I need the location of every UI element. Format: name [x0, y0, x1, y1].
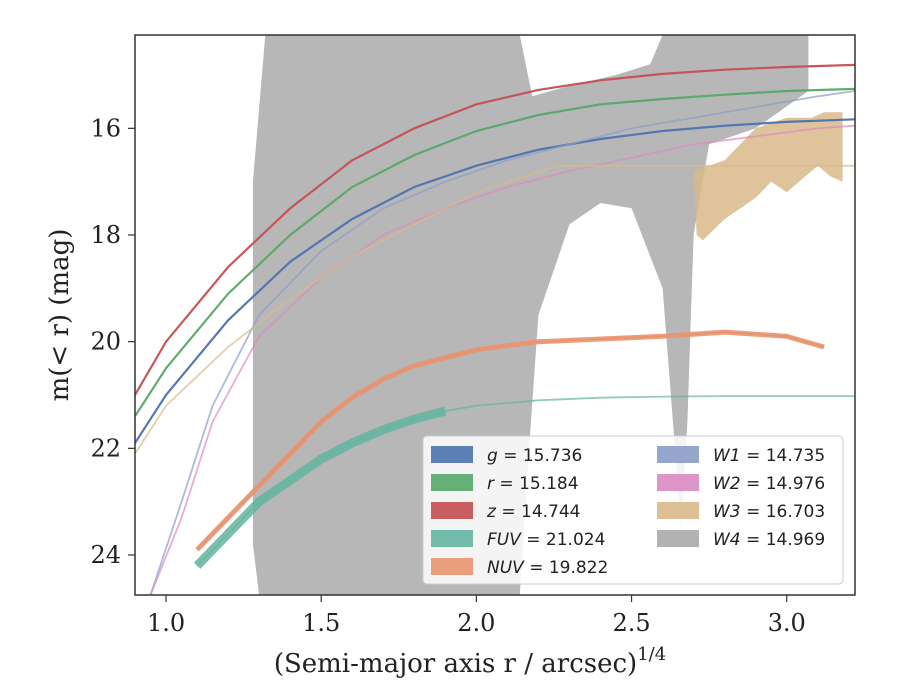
y-tick-label: 22 [90, 434, 121, 462]
series-line-w2 [149, 124, 855, 595]
x-tick-label: 3.0 [768, 609, 806, 637]
w3-band [693, 112, 843, 241]
w4-band [252, 35, 809, 595]
legend-swatch-g [431, 446, 473, 463]
legend-swatch-fuv [431, 530, 473, 547]
legend-entry-g: g = 15.736 [487, 446, 582, 466]
plot-area [135, 35, 855, 595]
x-ticks: 1.0 1.5 2.0 2.5 3.0 [147, 595, 806, 637]
nuv-uncertainty-band [195, 329, 825, 552]
legend-entry-w1: W1 = 14.735 [713, 446, 825, 466]
legend-entry-r: r = 15.184 [487, 474, 579, 494]
legend-entry-w4: W4 = 14.969 [713, 530, 825, 550]
y-axis-label: m(< r) (mag) [45, 229, 75, 402]
legend: g = 15.736 r = 15.184 z = 14.744 FUV = 21.0… [422, 435, 844, 585]
legend-swatch-r [431, 474, 473, 491]
legend-box [422, 435, 844, 585]
x-axis-label: (Semi-major axis r / arcsec)1/4 [274, 644, 666, 679]
series-line-z [135, 63, 855, 396]
y-tick-label: 18 [90, 221, 121, 249]
legend-entry-w2: W2 = 14.976 [713, 474, 825, 494]
series-line-w3 [135, 164, 855, 455]
y-tick-label: 20 [90, 328, 121, 356]
x-tick-label: 1.5 [302, 609, 340, 637]
legend-entry-nuv: NUV = 19.822 [487, 558, 608, 578]
legend-swatch-w2 [657, 474, 699, 491]
legend-entry-fuv: FUV = 21.024 [487, 530, 605, 550]
plot-frame [134, 34, 856, 596]
x-tick-label: 1.0 [147, 609, 185, 637]
x-tick-label: 2.5 [612, 609, 650, 637]
y-tick-label: 16 [90, 114, 121, 142]
series-line-g [135, 118, 855, 444]
fuv-uncertainty-band [193, 406, 447, 569]
x-tick-label: 2.0 [457, 609, 495, 637]
series-lines [135, 63, 855, 595]
legend-swatch-nuv [431, 558, 473, 575]
legend-swatch-w3 [657, 502, 699, 519]
legend-swatch-w4 [657, 530, 699, 547]
legend-swatch-w1 [657, 446, 699, 463]
series-line-r [135, 87, 855, 417]
legend-swatch-z [431, 502, 473, 519]
series-line-w1 [149, 90, 855, 595]
legend-entry-z: z = 14.744 [486, 502, 580, 522]
x-axis-exponent: 1/4 [637, 644, 666, 665]
legend-entry-w3: W3 = 16.703 [713, 502, 825, 522]
y-tick-label: 24 [90, 541, 121, 569]
y-ticks: 16 18 20 22 24 [90, 114, 135, 569]
